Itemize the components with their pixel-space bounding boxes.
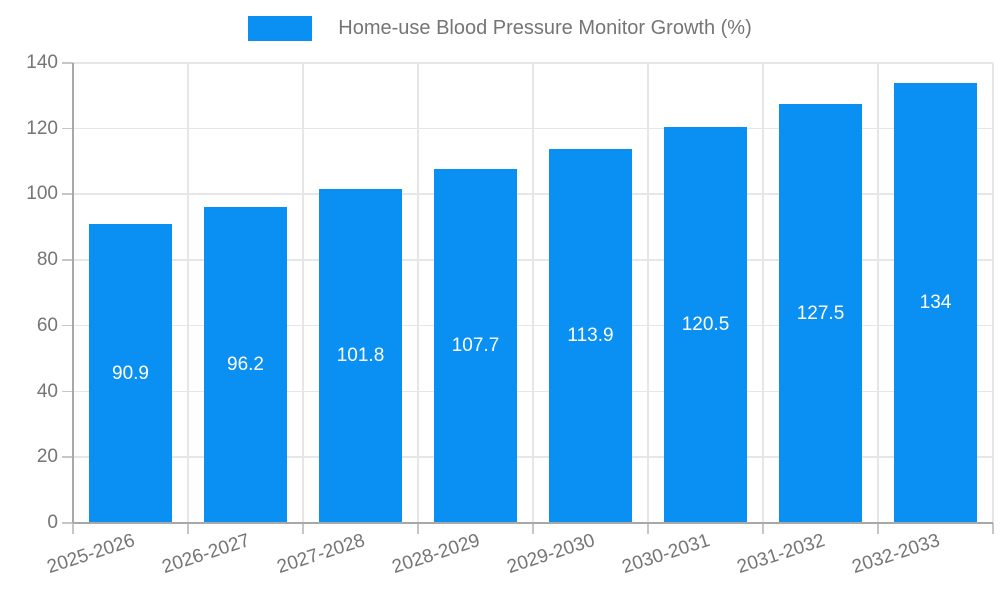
x-axis-line: [73, 522, 993, 524]
bar-value-label: 96.2: [227, 353, 264, 375]
gridline-vertical: [532, 63, 534, 523]
y-axis-tick: [62, 62, 73, 64]
gridline-vertical: [647, 63, 649, 523]
y-axis-tick: [62, 259, 73, 261]
x-axis-tick: [72, 523, 74, 534]
bar: 127.5: [779, 104, 862, 523]
gridline-vertical: [762, 63, 764, 523]
y-axis-line: [72, 63, 74, 523]
bar: 101.8: [319, 188, 402, 523]
bar: 96.2: [204, 206, 287, 523]
y-tick-label: 40: [36, 380, 58, 402]
x-axis-tick: [647, 523, 649, 534]
gridline-vertical: [417, 63, 419, 523]
bar: 120.5: [664, 127, 747, 523]
y-axis-tick: [62, 324, 73, 327]
gridline-vertical: [187, 63, 189, 523]
y-tick-label: 0: [47, 512, 58, 533]
plot-area: 90.9 96.2 101.8 107.7 113.9 120.5 127.5 134: [62, 62, 994, 534]
y-tick-label: 20: [36, 446, 58, 468]
y-axis-labels: 0 20 40 60 80 100 120 140: [0, 52, 60, 533]
bar-value-label: 90.9: [112, 362, 149, 384]
bar: 134: [894, 82, 977, 523]
x-axis-tick: [762, 523, 764, 534]
bar: 113.9: [549, 148, 632, 523]
x-axis-tick: [532, 523, 534, 534]
x-axis-tick: [992, 523, 994, 534]
legend-swatch: [248, 16, 313, 41]
bar-value-label: 101.8: [336, 344, 385, 366]
y-axis-tick: [62, 456, 73, 458]
x-axis-tick: [187, 523, 189, 534]
y-axis-tick: [62, 193, 73, 195]
x-axis-tick: [417, 523, 419, 534]
x-axis-tick: [302, 523, 304, 534]
gridline-vertical: [302, 63, 304, 523]
y-tick-label: 60: [36, 314, 58, 336]
legend[interactable]: Home-use Blood Pressure Monitor Growth (…: [0, 16, 1000, 41]
y-tick-label: 80: [36, 249, 58, 271]
y-axis-tick: [62, 127, 73, 130]
y-tick-label: 140: [26, 52, 58, 73]
bar-value-label: 107.7: [451, 335, 500, 357]
bar: 90.9: [89, 224, 172, 523]
y-axis-tick: [62, 522, 73, 524]
y-tick-label: 120: [26, 117, 58, 139]
bar: 107.7: [434, 169, 517, 523]
bar-value-label: 127.5: [796, 302, 845, 324]
x-axis-tick: [877, 523, 879, 534]
bar-value-label: 134: [919, 291, 952, 313]
y-axis-tick: [62, 390, 73, 393]
legend-label: Home-use Blood Pressure Monitor Growth (…: [338, 17, 752, 39]
gridline-horizontal: [73, 62, 993, 64]
bar-value-label: 120.5: [681, 314, 730, 336]
bar-value-label: 113.9: [567, 324, 614, 346]
y-tick-label: 100: [26, 183, 58, 205]
gridline-vertical: [992, 63, 994, 523]
gridline-vertical: [877, 63, 879, 523]
